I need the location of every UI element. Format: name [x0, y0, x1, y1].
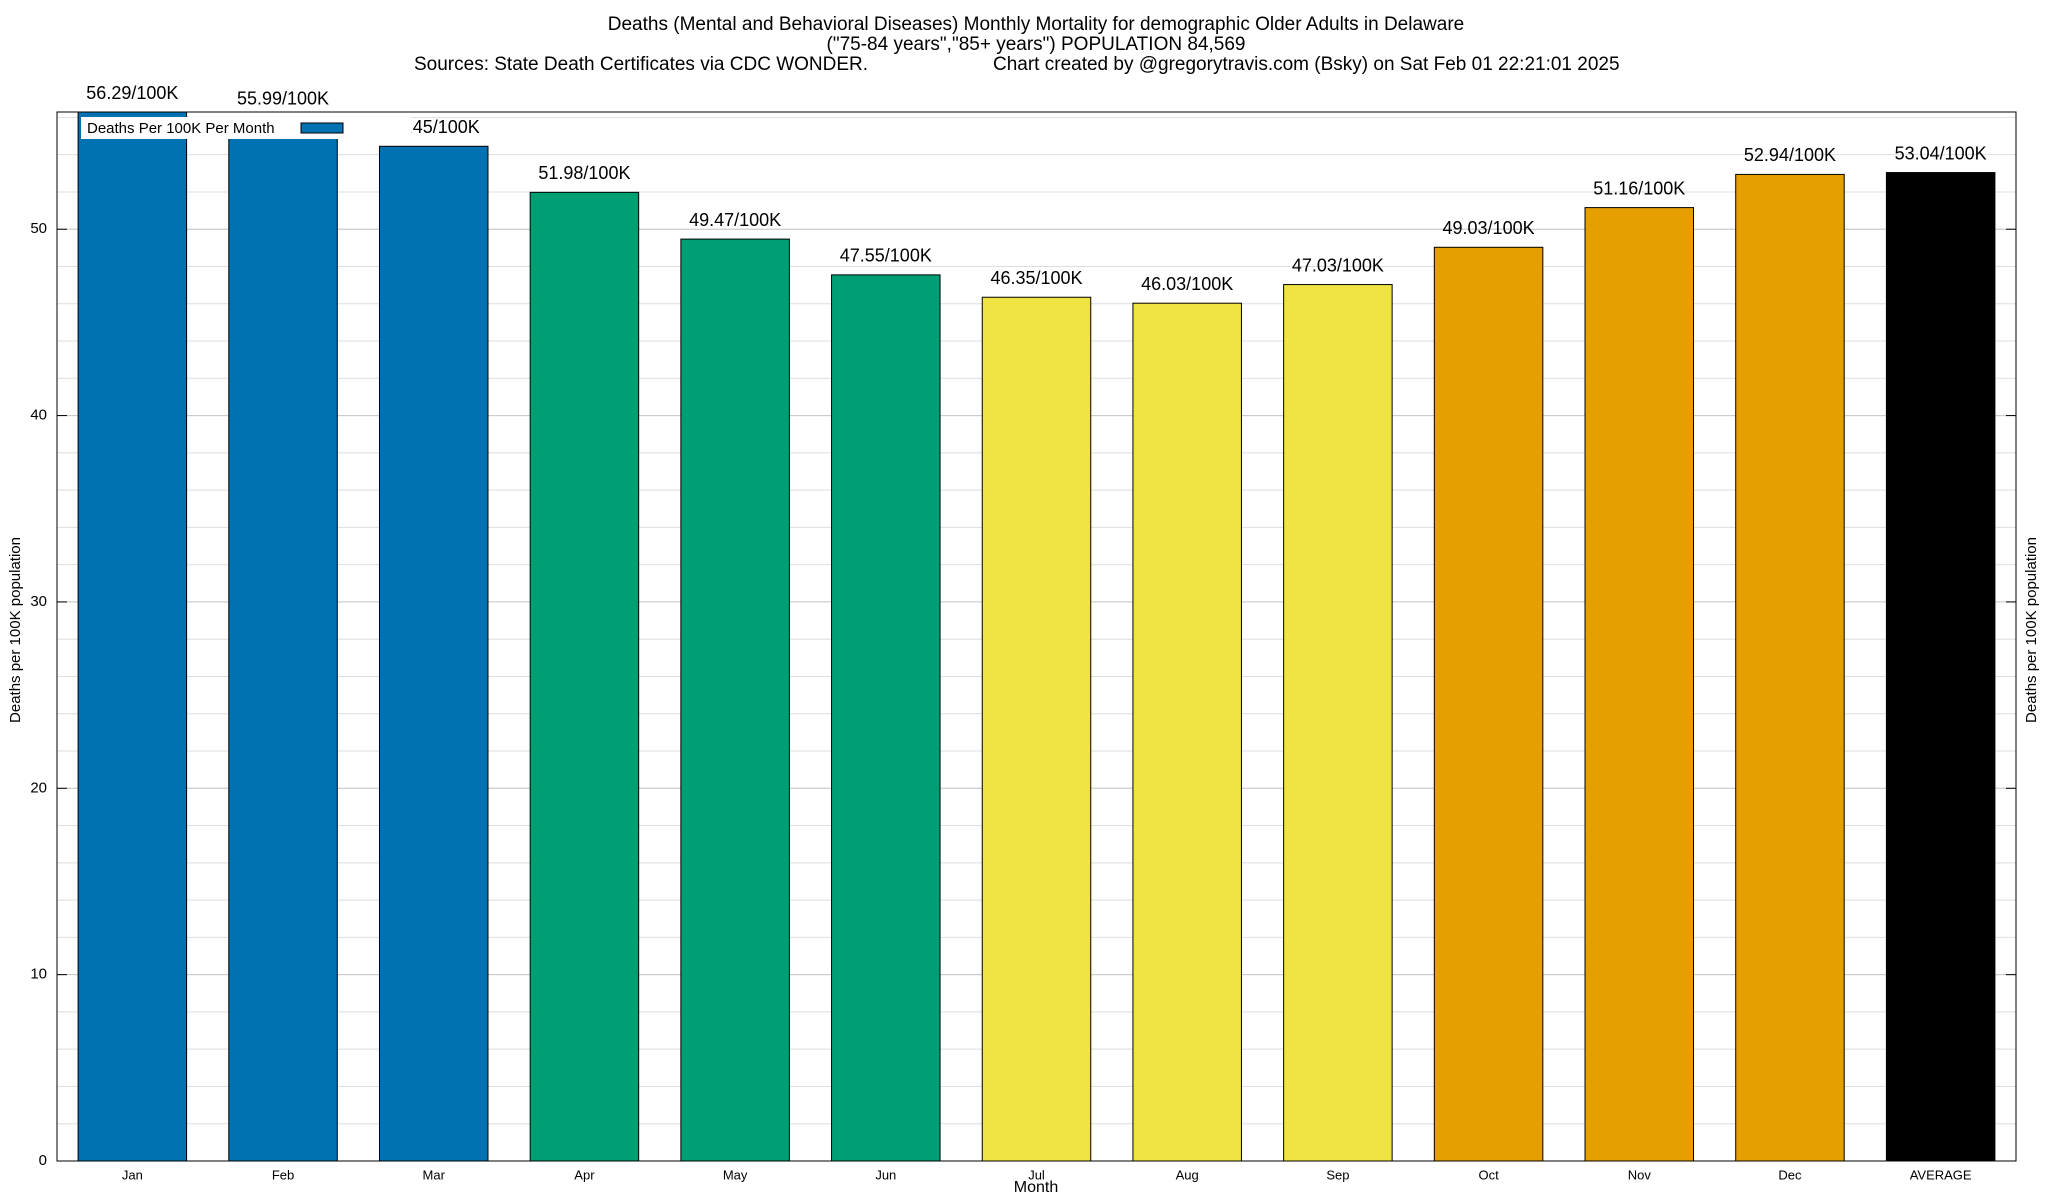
x-tick-label: Feb	[272, 1167, 294, 1182]
y-axis-label: Deaths per 100K population	[7, 537, 24, 723]
bar	[1132, 302, 1242, 1162]
value-label: 51.98/100K	[538, 163, 630, 183]
value-label: 55.99/100K	[237, 88, 329, 108]
source-note: Sources: State Death Certificates via CD…	[414, 54, 868, 75]
bar	[378, 145, 489, 1162]
bar	[228, 117, 338, 1162]
x-tick-label: Aug	[1176, 1167, 1199, 1182]
chart-title: Deaths (Mental and Behavioral Diseases) …	[608, 14, 1464, 35]
x-tick-label: AVERAGE	[1910, 1167, 1972, 1182]
bar	[1735, 173, 1845, 1162]
value-label: 46.03/100K	[1141, 274, 1233, 294]
value-label: 52.94/100K	[1744, 145, 1836, 165]
x-tick-label: Apr	[574, 1167, 595, 1182]
bar	[1584, 207, 1695, 1162]
value-label: 49.03/100K	[1443, 218, 1535, 238]
bar	[1283, 284, 1393, 1162]
bar	[981, 296, 1092, 1162]
x-tick-label: Jun	[875, 1167, 896, 1182]
y-tick-label: 20	[30, 779, 47, 796]
x-tick-label: Sep	[1326, 1167, 1349, 1182]
y-tick-label: 10	[30, 966, 47, 983]
y-tick-label: 0	[39, 1152, 47, 1169]
x-tick-label: May	[723, 1167, 748, 1182]
bar	[1885, 172, 1996, 1162]
value-label: 46.35/100K	[990, 268, 1082, 288]
bar	[831, 274, 941, 1162]
value-label: 51.16/100K	[1593, 178, 1685, 198]
bar	[1433, 246, 1544, 1162]
bar	[529, 191, 640, 1162]
legend-label: Deaths Per 100K Per Month	[87, 120, 275, 137]
y-tick-label: 40	[30, 407, 47, 424]
y-tick-label: 50	[30, 220, 47, 237]
credit-note: Chart created by @gregorytravis.com (Bsk…	[993, 54, 1620, 75]
x-tick-label: Nov	[1628, 1167, 1652, 1182]
x-axis-label: Month	[1014, 1179, 1058, 1196]
value-label: 53.04/100K	[1895, 143, 1987, 163]
y2-axis-label: Deaths per 100K population	[2023, 537, 2040, 723]
x-tick-label: Jan	[122, 1167, 143, 1182]
legend-swatch	[300, 122, 344, 134]
chart-subtitle: ("75-84 years","85+ years") POPULATION 8…	[827, 34, 1246, 55]
x-tick-label: Mar	[423, 1167, 446, 1182]
x-tick-label: Jul	[1028, 1167, 1045, 1182]
x-tick-label: Dec	[1778, 1167, 1802, 1182]
y-tick-label: 30	[30, 593, 47, 610]
x-tick-label: Oct	[1478, 1167, 1499, 1182]
value-label: 56.29/100K	[86, 83, 178, 103]
value-label: 47.55/100K	[840, 246, 932, 266]
bar	[77, 111, 188, 1162]
value-label: 49.47/100K	[689, 210, 781, 230]
bar	[680, 238, 790, 1162]
value-label: 47.03/100K	[1292, 255, 1384, 275]
plot-frame	[56, 111, 2017, 1162]
